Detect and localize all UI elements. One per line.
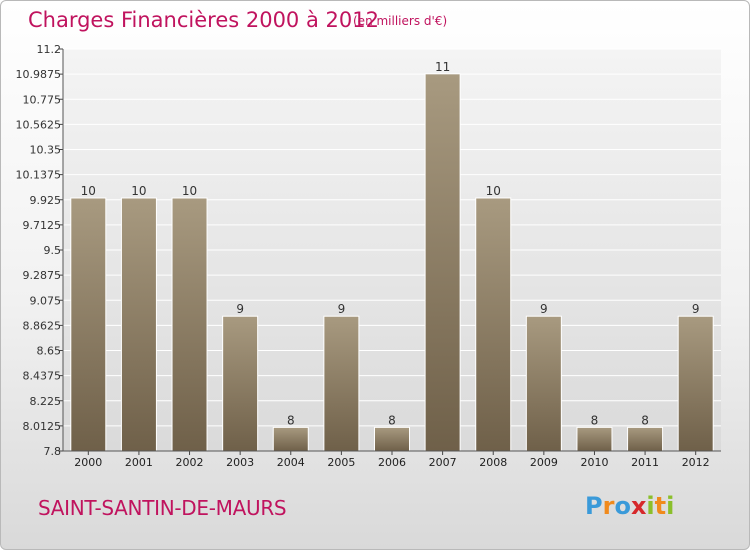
bar-2000 [70, 197, 107, 452]
y-axis: 7.8 8.0125 8.225 8.4375 8.65 8.8625 9.075 9.287… [16, 43, 64, 458]
x-tick-label-2008: 2008 [479, 456, 507, 469]
y-tick-label: 8.0125 [23, 420, 62, 433]
bars: 10 10 10 9 8 9 8 11 10 9 8 8 9 [70, 60, 714, 452]
x-tick-label-2002: 2002 [176, 456, 204, 469]
y-tick-label: 9.075 [30, 294, 62, 307]
y-tick-label: 11.2 [37, 43, 62, 56]
y-tick-label: 10.5625 [16, 118, 62, 131]
logo-letter: o [614, 492, 631, 520]
y-tick-label: 8.4375 [23, 370, 62, 383]
data-label-2006: 8 [388, 413, 396, 427]
x-tick-label-2011: 2011 [631, 456, 659, 469]
logo-letter: r [602, 492, 615, 520]
bar-2008 [475, 197, 512, 452]
y-tick-label: 9.2875 [23, 269, 62, 282]
x-tick-label-2010: 2010 [580, 456, 608, 469]
y-tick-label: 10.35 [30, 144, 62, 157]
bar-2011 [627, 426, 664, 452]
data-label-2005: 9 [338, 302, 346, 316]
y-tick-label: 8.225 [30, 395, 62, 408]
x-tick-label-2003: 2003 [226, 456, 254, 469]
data-label-2011: 8 [641, 413, 649, 427]
bar-2004 [272, 426, 309, 452]
x-tick-label-2000: 2000 [74, 456, 102, 469]
data-label-2004: 8 [287, 413, 295, 427]
logo-letter: i [666, 492, 675, 520]
bar-2003 [222, 315, 259, 452]
x-tick-label-2006: 2006 [378, 456, 406, 469]
data-label-2010: 8 [591, 413, 599, 427]
y-tick-label: 10.1375 [16, 169, 62, 182]
x-tick-label-2007: 2007 [429, 456, 457, 469]
x-tick-label-2005: 2005 [327, 456, 355, 469]
x-tick-label-2004: 2004 [277, 456, 305, 469]
chart-subtitle: (en milliers d'€) [353, 14, 448, 28]
data-label-2008: 10 [486, 184, 501, 198]
data-label-2000: 10 [81, 184, 96, 198]
bar-2009 [525, 315, 562, 452]
data-label-2012: 9 [692, 302, 700, 316]
bar-2002 [171, 197, 208, 452]
y-tick-label: 9.925 [30, 194, 62, 207]
bar-2010 [576, 426, 613, 452]
logo-letter: P [585, 492, 603, 520]
y-tick-label: 8.65 [37, 345, 62, 358]
logo-letter: i [646, 492, 655, 520]
bar-2012 [677, 315, 714, 452]
commune-name: SAINT-SANTIN-DE-MAURS [38, 496, 287, 520]
x-tick-label-2001: 2001 [125, 456, 153, 469]
x-axis: 2000 2001 2002 2003 2004 2005 2006 2007 2008 2009… [63, 450, 721, 469]
bar-2001 [120, 197, 157, 452]
proxiti-logo: Proxiti [585, 492, 674, 520]
data-label-2002: 10 [182, 184, 197, 198]
y-tick-label: 7.8 [44, 445, 62, 458]
bar-2006 [374, 426, 410, 452]
x-tick-label-2009: 2009 [530, 456, 558, 469]
y-tick-label: 9.7125 [23, 219, 62, 232]
y-tick-label: 9.5 [44, 244, 62, 257]
y-tick-label: 10.9875 [16, 68, 62, 81]
logo-letter: x [630, 492, 647, 520]
y-tick-label: 8.8625 [23, 319, 62, 332]
y-tick-label: 10.775 [23, 93, 62, 106]
bar-2007 [424, 73, 461, 452]
chart-title: Charges Financières 2000 à 2012 [28, 8, 379, 32]
bar-2005 [323, 315, 360, 452]
data-label-2007: 11 [435, 60, 450, 74]
data-label-2001: 10 [131, 184, 146, 198]
logo-letter: t [654, 492, 667, 520]
data-label-2009: 9 [540, 302, 548, 316]
x-tick-label-2012: 2012 [682, 456, 710, 469]
data-label-2003: 9 [236, 302, 244, 316]
